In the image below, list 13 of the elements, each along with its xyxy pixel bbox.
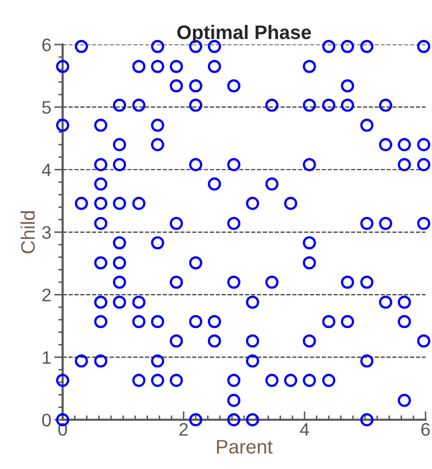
y-axis-title: Child (20, 211, 35, 254)
x-tick-label: 6 (421, 423, 430, 436)
x-tick-label: 4 (300, 423, 310, 436)
y-tick-label: 2 (42, 288, 51, 302)
y-tick-label: 3 (42, 226, 51, 239)
y-tick-label: 4 (42, 164, 51, 176)
y-tick-label: 0 (42, 414, 51, 426)
chart-title: Optimal Phase (177, 24, 311, 44)
x-axis-title: Parent (217, 440, 273, 454)
y-tick-label: 1 (42, 351, 51, 364)
x-tick-label: 2 (179, 423, 188, 436)
y-tick-label: 6 (42, 38, 51, 52)
y-tick-label: 5 (42, 101, 51, 114)
